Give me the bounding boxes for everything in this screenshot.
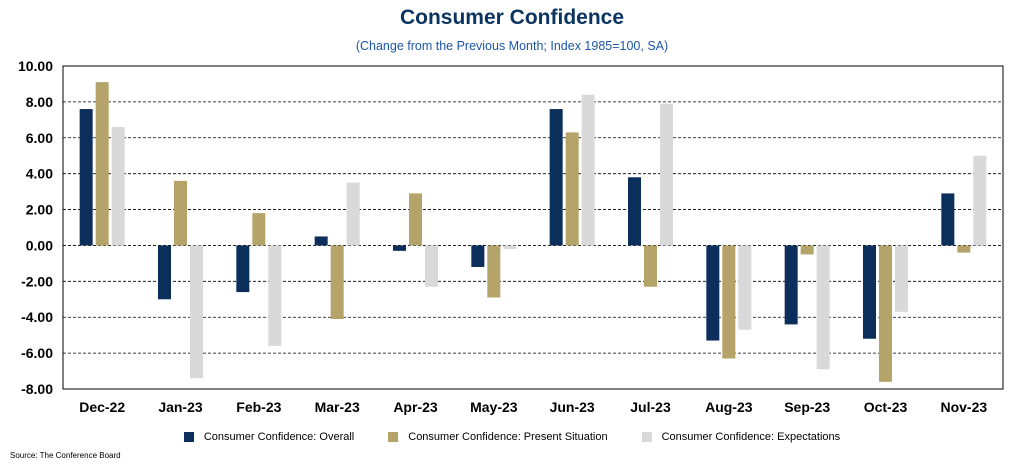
bar-overall: [863, 245, 876, 339]
bar-expectations: [973, 155, 987, 246]
legend-swatch-expectations: [641, 432, 652, 442]
legend-label-expectations: Consumer Confidence: Expectations: [661, 431, 841, 443]
y-tick-label: 10.00: [18, 58, 53, 74]
bar-overall: [158, 245, 171, 300]
bar-overall: [314, 236, 328, 246]
bar-present-situation: [95, 82, 109, 246]
x-tick-label: Feb-23: [236, 399, 281, 415]
bar-present-situation: [174, 180, 187, 246]
legend-label-present-situation: Consumer Confidence: Present Situation: [408, 431, 608, 443]
bar-overall: [79, 109, 93, 246]
y-tick-label: -6.00: [21, 345, 53, 361]
chart-legend: Consumer Confidence: Overall Consumer Co…: [0, 431, 1024, 443]
y-tick-label: 6.00: [26, 130, 53, 146]
plot-area: [62, 65, 1004, 390]
bar-overall: [236, 245, 250, 293]
chart-subtitle: (Change from the Previous Month; Index 1…: [355, 39, 669, 53]
bar-expectations: [190, 245, 203, 379]
bar-overall: [471, 245, 485, 267]
legend-item-overall: Consumer Confidence: Overall: [183, 431, 355, 443]
bar-expectations: [111, 127, 125, 246]
legend-item-expectations: Consumer Confidence: Expectations: [641, 431, 841, 443]
legend-swatch-overall: [183, 432, 194, 442]
y-tick-label: 0.00: [26, 237, 53, 253]
bar-overall: [628, 177, 641, 246]
x-tick-label: Nov-23: [940, 399, 987, 415]
x-tick-label: Aug-23: [705, 399, 753, 415]
bar-present-situation: [957, 245, 971, 253]
bar-expectations: [268, 245, 282, 346]
chart-title: Consumer Confidence: [399, 6, 625, 29]
x-tick-label: Apr-23: [393, 399, 438, 415]
x-tick-label: May-23: [470, 399, 518, 415]
bar-expectations: [581, 94, 595, 246]
bar-expectations: [895, 245, 908, 312]
bar-expectations: [425, 245, 438, 287]
bar-present-situation: [565, 132, 579, 246]
legend-label-overall: Consumer Confidence: Overall: [203, 431, 355, 443]
x-tick-label: Oct-23: [864, 399, 908, 415]
x-tick-label: Jan-23: [158, 399, 203, 415]
legend-item-present-situation: Consumer Confidence: Present Situation: [388, 431, 608, 443]
bar-present-situation: [879, 245, 892, 382]
bar-present-situation: [252, 213, 266, 246]
bar-expectations: [738, 245, 752, 330]
bar-present-situation: [330, 245, 344, 320]
bar-overall: [941, 193, 955, 246]
x-tick-label: Jul-23: [630, 399, 671, 415]
bar-overall: [549, 109, 563, 246]
bar-overall: [784, 245, 798, 325]
y-tick-label: 8.00: [26, 94, 53, 110]
x-tick-label: Dec-22: [79, 399, 125, 415]
bar-expectations: [816, 245, 830, 370]
bar-present-situation: [722, 245, 736, 359]
x-tick-label: Jun-23: [550, 399, 595, 415]
y-tick-label: 2.00: [26, 202, 53, 218]
legend-swatch-present-situation: [388, 432, 399, 442]
y-tick-label: -4.00: [21, 309, 53, 325]
y-tick-label: 4.00: [26, 166, 53, 182]
bar-overall: [393, 245, 406, 251]
bar-expectations: [660, 103, 673, 246]
bar-present-situation: [800, 245, 814, 255]
bar-present-situation: [409, 193, 422, 246]
bar-overall: [706, 245, 720, 341]
bar-present-situation: [487, 245, 501, 298]
bar-present-situation: [644, 245, 657, 287]
bar-expectations: [503, 245, 517, 250]
y-tick-label: -8.00: [21, 381, 53, 397]
bar-expectations: [346, 182, 360, 246]
source-note: Source: The Conference Board: [10, 451, 121, 460]
x-tick-label: Sep-23: [784, 399, 830, 415]
y-tick-label: -2.00: [21, 273, 53, 289]
x-tick-label: Mar-23: [315, 399, 360, 415]
